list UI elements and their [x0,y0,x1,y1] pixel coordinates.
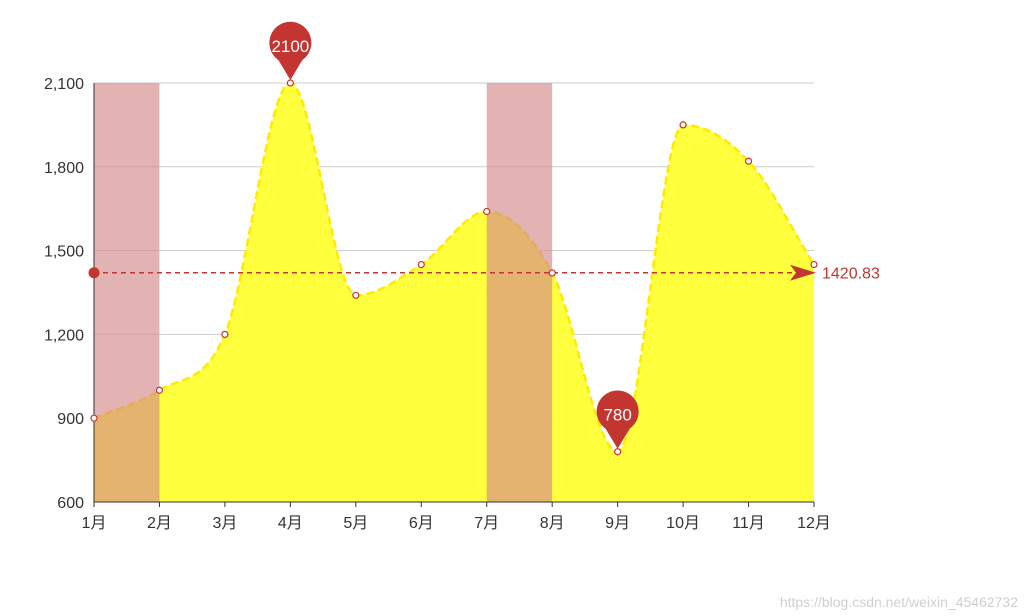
x-tick-label: 5月 [343,515,368,532]
x-tick-label: 3月 [212,515,237,532]
y-tick-label: 600 [57,495,84,512]
mark-area-band [94,83,160,502]
x-tick-label: 6月 [409,515,434,532]
data-point [810,260,818,269]
y-tick-label: 900 [57,411,84,428]
data-point [221,330,229,338]
mark-area-band [486,83,553,502]
mark-point-label: 2100 [271,37,309,56]
data-point [286,79,294,87]
average-line-arrow [790,264,816,281]
data-point [352,291,360,299]
x-tick-label: 2月 [147,515,172,532]
mark-point-pin [596,390,639,449]
area-fill [94,83,814,502]
data-point [155,386,164,394]
x-tick-label: 9月 [605,515,630,532]
data-point [417,260,425,269]
series-line [93,81,816,453]
y-tick-label: 1,200 [44,327,84,344]
x-tick-label: 1月 [82,515,107,532]
data-point [614,448,622,456]
data-point [548,269,556,277]
average-line-start [88,267,100,279]
data-point [90,414,98,422]
x-tick-label: 7月 [474,515,499,532]
x-tick-label: 8月 [540,515,565,532]
y-tick-label: 1,500 [44,244,84,261]
watermark: https://blog.csdn.net/weixin_45462732 [779,594,1018,610]
y-tick-label: 1,800 [44,160,84,177]
data-point [483,207,491,216]
y-tick-label: 2,100 [44,76,84,93]
average-line-label: 1420.83 [822,266,880,283]
mark-point-label: 780 [603,406,631,425]
data-point [744,157,753,165]
x-tick-label: 4月 [278,515,303,532]
x-tick-label: 10月 [666,515,700,532]
x-tick-label: 12月 [797,515,831,532]
data-point [679,121,687,129]
mark-point-pin [269,21,312,80]
x-tick-label: 11月 [732,515,765,532]
